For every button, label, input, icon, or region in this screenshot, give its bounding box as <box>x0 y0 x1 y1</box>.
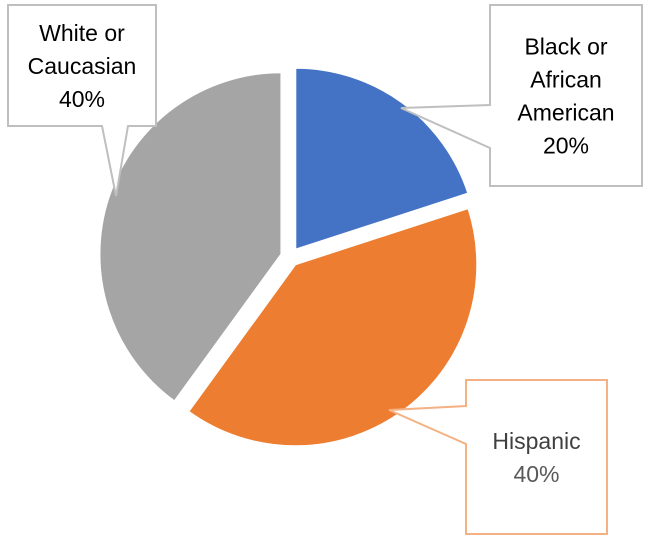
label-leaders <box>7 4 643 535</box>
label-name-black-or-african-american: Black or <box>524 33 607 59</box>
label-value-white-or-caucasian: 40% <box>59 86 105 112</box>
label-value-black-or-african-american: 20% <box>543 132 589 158</box>
label-value-hispanic: 40% <box>513 461 559 487</box>
callout-hispanic <box>388 379 608 535</box>
label-name-white-or-caucasian: White or <box>39 20 125 46</box>
callout-white-or-caucasian <box>7 4 157 197</box>
label-name-black-or-african-american: African <box>530 66 602 92</box>
callout-black-or-african-american <box>400 4 643 187</box>
data-labels: Black or African American 20% Hispanic 40% Whi… <box>28 20 615 487</box>
label-name-black-or-african-american: American <box>517 99 614 125</box>
pie-slice-white-or-caucasian <box>98 71 283 403</box>
pie-slice-black-or-african-american <box>294 66 470 252</box>
pie-slices <box>98 66 479 448</box>
label-name-white-or-caucasian: Caucasian <box>28 53 137 79</box>
label-name-hispanic: Hispanic <box>492 428 580 454</box>
